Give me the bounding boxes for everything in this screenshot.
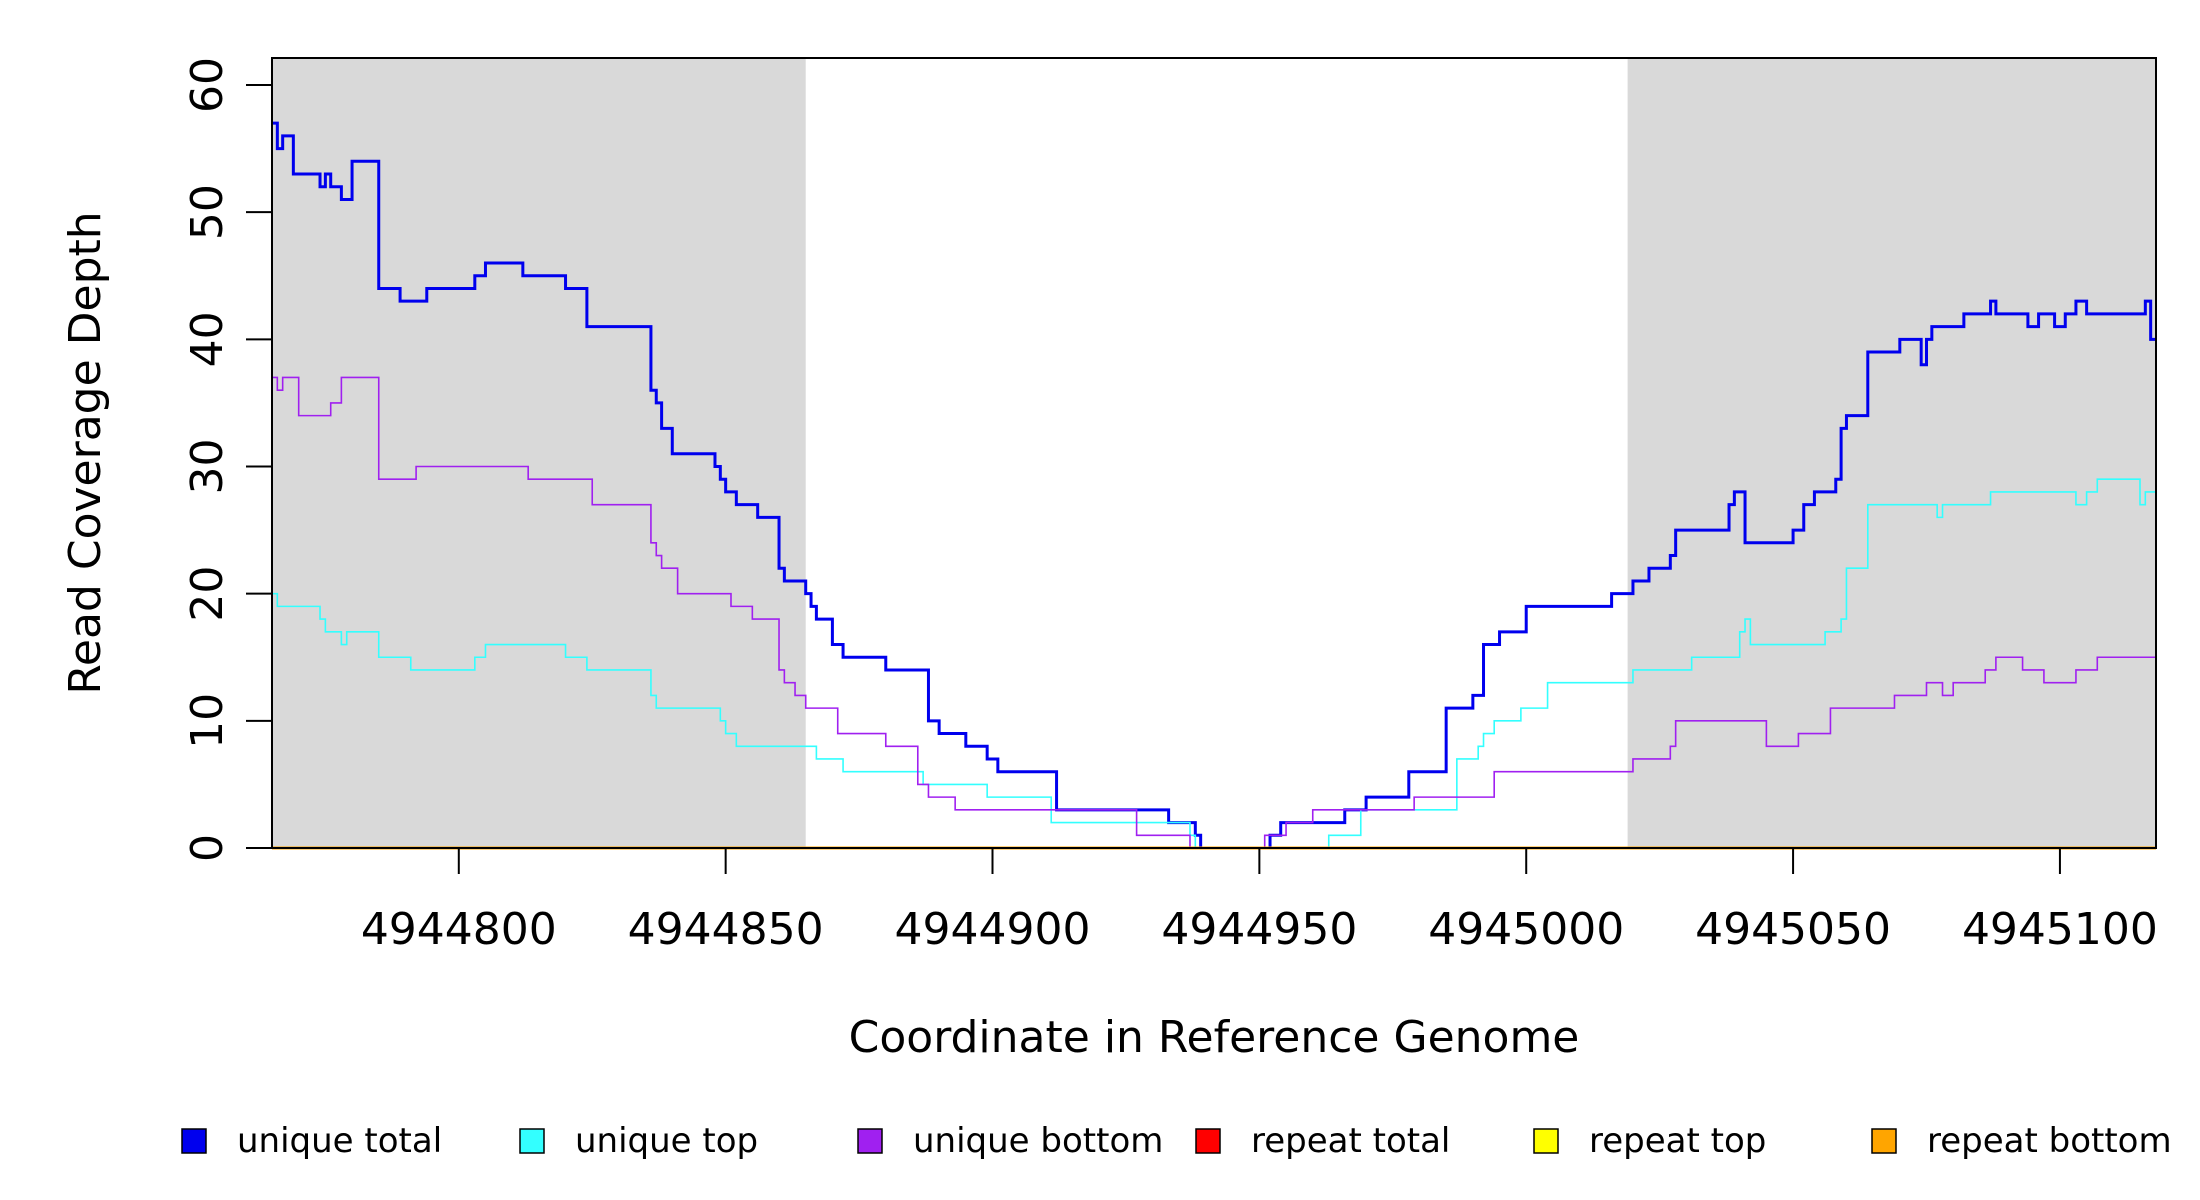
x-tick-label: 4944950 — [1161, 904, 1357, 955]
y-axis-label: Read Coverage Depth — [60, 211, 111, 694]
legend-swatch — [519, 1128, 545, 1154]
y-tick-label: 50 — [182, 184, 233, 240]
legend: unique total unique top unique bottom repea… — [181, 1121, 2172, 1161]
legend-label: unique bottom — [913, 1121, 1163, 1161]
legend-swatch — [1195, 1128, 1221, 1154]
y-axis: 0 10 20 30 40 50 60 — [182, 57, 273, 862]
shaded-regions — [272, 58, 2156, 848]
shaded-region-1 — [272, 58, 806, 848]
legend-swatch — [857, 1128, 883, 1154]
x-axis: 4944800 4944850 4944900 4944950 4945000 49450… — [361, 848, 2158, 955]
series-line-unique-bottom — [272, 376, 2156, 849]
shaded-region-2 — [1627, 58, 2156, 848]
x-tick-label: 4945000 — [1428, 904, 1624, 955]
legend-item-repeat-top: repeat top — [1533, 1121, 1766, 1161]
x-tick-label: 4944900 — [895, 904, 1091, 955]
legend-item-unique-top: unique top — [519, 1121, 758, 1161]
x-tick-label: 4944800 — [361, 904, 557, 955]
legend-label: repeat bottom — [1927, 1121, 2172, 1161]
legend-item-repeat-total: repeat total — [1195, 1121, 1450, 1161]
legend-item-unique-total: unique total — [181, 1121, 442, 1161]
x-axis-label: Coordinate in Reference Genome — [849, 1012, 1580, 1063]
legend-swatch — [181, 1128, 207, 1154]
x-tick-label: 4945100 — [1962, 904, 2158, 955]
x-tick-label: 4945050 — [1695, 904, 1891, 955]
legend-label: unique total — [237, 1121, 442, 1161]
y-tick-label: 60 — [182, 57, 233, 113]
legend-item-unique-bottom: unique bottom — [857, 1121, 1163, 1161]
y-tick-label: 40 — [182, 311, 233, 367]
series-line-unique-total — [272, 121, 2156, 850]
legend-label: repeat total — [1251, 1121, 1450, 1161]
series-line-unique-top — [272, 478, 2157, 849]
y-tick-label: 30 — [182, 439, 233, 495]
legend-swatch — [1533, 1128, 1559, 1154]
legend-item-repeat-bottom: repeat bottom — [1871, 1121, 2172, 1161]
y-tick-label: 20 — [182, 566, 233, 622]
x-tick-label: 4944850 — [628, 904, 824, 955]
legend-swatch — [1871, 1128, 1897, 1154]
legend-label: repeat top — [1589, 1121, 1766, 1161]
y-tick-label: 0 — [182, 834, 233, 862]
legend-label: unique top — [575, 1121, 758, 1161]
y-tick-label: 10 — [182, 693, 233, 749]
